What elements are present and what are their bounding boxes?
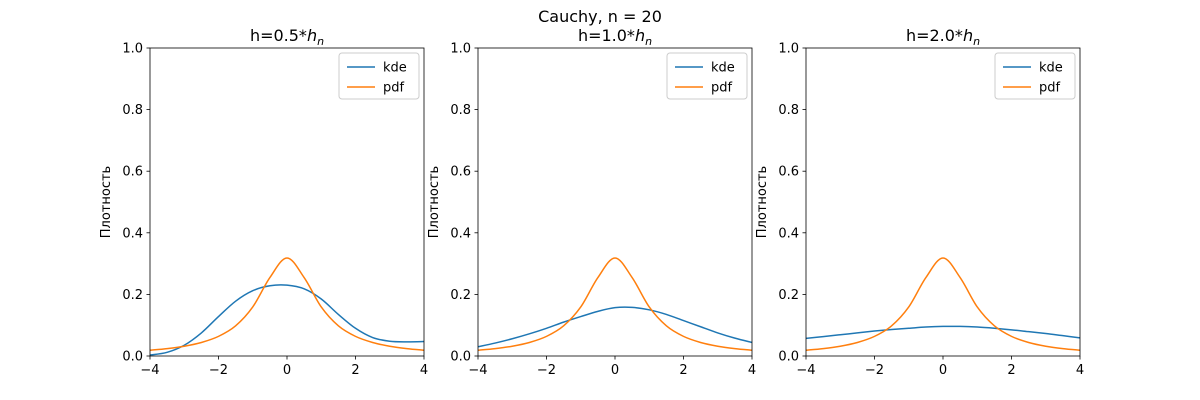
x-tick-label: 4	[420, 363, 428, 378]
title-symbol: h	[307, 26, 317, 45]
y-tick-label: 0.8	[122, 103, 143, 118]
y-tick-label: 0.4	[450, 226, 471, 241]
y-tick-label: 0.8	[778, 103, 799, 118]
x-tick-label: −2	[209, 363, 228, 378]
title-symbol: h	[635, 26, 645, 45]
x-tick-label: −4	[796, 363, 815, 378]
title-prefix: h=1.0*	[578, 26, 635, 45]
y-tick-label: 1.0	[122, 42, 143, 57]
x-tick-label: 2	[351, 363, 359, 378]
title-subscript: n	[973, 35, 980, 48]
subplot-title: h=2.0*hn	[906, 26, 980, 48]
y-tick-label: 0.2	[450, 288, 471, 303]
series-line-pdf	[150, 257, 424, 351]
x-tick-label: −4	[140, 363, 159, 378]
legend-label-kde: kde	[383, 61, 407, 76]
y-tick-label: 0.2	[778, 288, 799, 303]
x-tick-label: 4	[748, 363, 756, 378]
x-tick-label: 2	[679, 363, 687, 378]
series-line-kde	[478, 306, 752, 348]
legend-box	[994, 52, 1076, 100]
y-tick-label: 0.4	[778, 226, 799, 241]
y-tick-label: 0.6	[122, 165, 143, 180]
y-tick-label: 0.6	[450, 165, 471, 180]
title-prefix: h=2.0*	[906, 26, 963, 45]
subplots: h=0.5*hn−4 −2 0 2 40.00.20.40.60.81.0Плотнос…	[99, 26, 1084, 378]
legend-box	[666, 52, 748, 100]
series-lines	[806, 257, 1080, 351]
title-subscript: n	[645, 35, 652, 48]
y-tick-label: 0.0	[122, 350, 143, 365]
figure-suptitle: Cauchy, n = 20	[538, 7, 662, 26]
y-tick-label: 0.4	[122, 226, 143, 241]
title-symbol: h	[963, 26, 973, 45]
series-line-kde	[806, 325, 1080, 340]
y-tick-label: 1.0	[450, 42, 471, 57]
x-tick-label: 2	[1007, 363, 1015, 378]
series-line-kde	[150, 284, 424, 356]
series-line-pdf	[478, 257, 752, 351]
y-axis-label: Плотность	[427, 166, 442, 238]
legend: kde pdf	[994, 52, 1076, 100]
y-tick-label: 0.8	[450, 103, 471, 118]
y-axis-label: Плотность	[755, 166, 770, 238]
x-tick-label: 4	[1076, 363, 1084, 378]
y-axis-label: Плотность	[99, 166, 114, 238]
legend: kde pdf	[338, 52, 420, 100]
subplot-3: h=2.0*hn −4 −2 0 2 4 0.0 0.2 0.4 0.6 0.8 1.0 Плотнос…	[755, 26, 1084, 378]
subplot-1: h=0.5*hn −4 −2 0 2 4 0.0 0.2 0.4 0.6 0.8 1.0 Плотнос…	[99, 26, 428, 378]
legend-label-kde: kde	[711, 61, 735, 76]
y-tick-label: 0.0	[450, 350, 471, 365]
series-lines	[478, 257, 752, 351]
subplot-title: h=1.0*hn	[578, 26, 652, 48]
x-tick-label: −2	[865, 363, 884, 378]
series-line-pdf	[806, 257, 1080, 351]
title-prefix: h=0.5*	[250, 26, 307, 45]
subplot-title: h=0.5*hn	[250, 26, 324, 48]
x-tick-label: 0	[611, 363, 619, 378]
y-tick-label: 1.0	[778, 42, 799, 57]
legend-label-pdf: pdf	[383, 81, 405, 96]
legend-label-pdf: pdf	[711, 81, 733, 96]
series-lines	[150, 257, 424, 356]
y-tick-label: 0.2	[122, 288, 143, 303]
legend-label-kde: kde	[1039, 61, 1063, 76]
x-tick-label: −2	[537, 363, 556, 378]
y-tick-label: 0.6	[778, 165, 799, 180]
legend-label-pdf: pdf	[1039, 81, 1061, 96]
subplot-2: h=1.0*hn −4 −2 0 2 4 0.0 0.2 0.4 0.6 0.8 1.0 Плотнос…	[427, 26, 756, 378]
x-tick-label: 0	[283, 363, 291, 378]
title-subscript: n	[317, 35, 324, 48]
x-tick-label: −4	[468, 363, 487, 378]
legend-box	[338, 52, 420, 100]
x-tick-label: 0	[939, 363, 947, 378]
legend: kde pdf	[666, 52, 748, 100]
y-tick-label: 0.0	[778, 350, 799, 365]
